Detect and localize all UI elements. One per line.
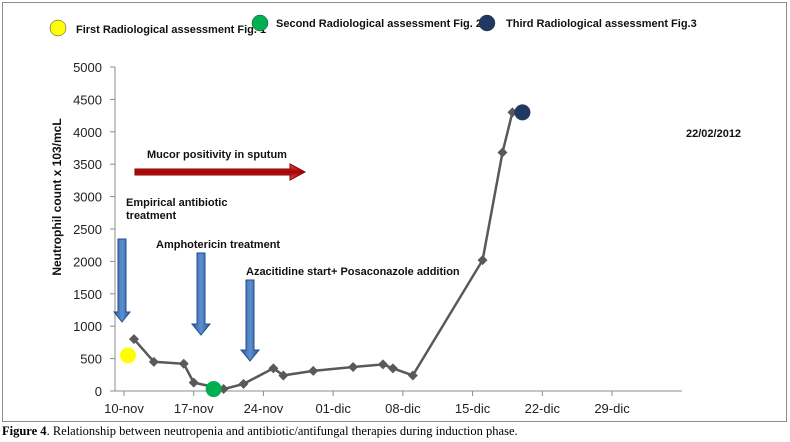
second-radiological-assessment-marker: [205, 381, 222, 398]
amphotericin-label: Amphotericin treatment: [156, 239, 280, 251]
first-radiological-assessment-marker: [119, 347, 136, 364]
caption-label: Figure 4: [2, 424, 47, 438]
data-point: [188, 377, 199, 388]
neutrophil-series-line: [133, 112, 514, 391]
x-tick-label: 15-dic: [455, 401, 491, 416]
x-tick-label: 22-dic: [525, 401, 561, 416]
caption-text: . Relationship between neutropenia and a…: [46, 424, 518, 438]
data-point: [148, 356, 159, 367]
x-tick-label: 08-dic: [385, 401, 421, 416]
azacitidine-arrow: [239, 279, 261, 362]
third-assessment-date: 22/02/2012: [686, 128, 741, 140]
data-point: [308, 365, 319, 376]
amphotericin-arrow: [190, 252, 212, 336]
mucor-label: Mucor positivity in sputum: [147, 149, 287, 161]
figure-caption: Figure 4. Relationship between neutropen…: [2, 424, 788, 439]
y-tick-label: 1500: [73, 287, 102, 302]
data-point-markers: [128, 107, 518, 395]
legend: First Radiological assessment Fig. 1 Sec…: [49, 14, 697, 37]
legend-label-first: First Radiological assessment Fig. 1: [76, 24, 266, 36]
third-radiological-assessment-marker: [514, 104, 531, 121]
legend-label-second: Second Radiological assessment Fig. 2: [276, 18, 482, 30]
data-point: [268, 363, 279, 374]
x-ticks: 10-nov 17-nov 24-nov 01-dic 08-dic 15-dic 22-d…: [104, 391, 630, 416]
azacitidine-label: Azacitidine start+ Posaconazole addition: [246, 266, 460, 278]
x-tick-label: 24-nov: [244, 401, 284, 416]
legend-marker-second: [251, 14, 269, 32]
y-tick-label: 4500: [73, 92, 102, 107]
y-tick-label: 5000: [73, 60, 102, 75]
y-tick-label: 4000: [73, 125, 102, 140]
y-tick-label: 0: [95, 384, 102, 399]
y-tick-label: 2500: [73, 222, 102, 237]
legend-label-third: Third Radiological assessment Fig.3: [506, 18, 697, 30]
data-point: [178, 358, 189, 369]
y-tick-label: 500: [80, 352, 102, 367]
y-ticks: 0 500 1000 1500 2000 2500 3000 3500 4000 4500 5000: [73, 60, 115, 399]
data-point: [348, 362, 359, 373]
legend-marker-first: [49, 19, 67, 37]
data-point: [477, 255, 488, 266]
empirical-label-line2: treatment: [126, 210, 176, 222]
event-markers: [119, 104, 531, 398]
y-tick-label: 3500: [73, 157, 102, 172]
data-point: [278, 370, 289, 381]
data-point: [387, 363, 398, 374]
y-tick-label: 1000: [73, 319, 102, 334]
x-tick-label: 29-dic: [594, 401, 630, 416]
x-tick-label: 17-nov: [174, 401, 214, 416]
y-tick-label: 3000: [73, 190, 102, 205]
empirical-arrow: [112, 238, 132, 323]
legend-marker-third: [478, 14, 496, 32]
data-point: [238, 378, 249, 389]
data-point: [377, 359, 388, 370]
mucor-arrow: [134, 163, 307, 181]
data-point: [128, 334, 139, 345]
data-point: [407, 370, 418, 381]
x-tick-label: 01-dic: [315, 401, 351, 416]
y-axis-label: Neutrophil count x 103/mcL: [50, 118, 64, 275]
data-point: [497, 147, 508, 158]
y-tick-label: 2000: [73, 254, 102, 269]
empirical-label-line1: Empirical antibiotic: [126, 197, 227, 209]
x-tick-label: 10-nov: [104, 401, 144, 416]
